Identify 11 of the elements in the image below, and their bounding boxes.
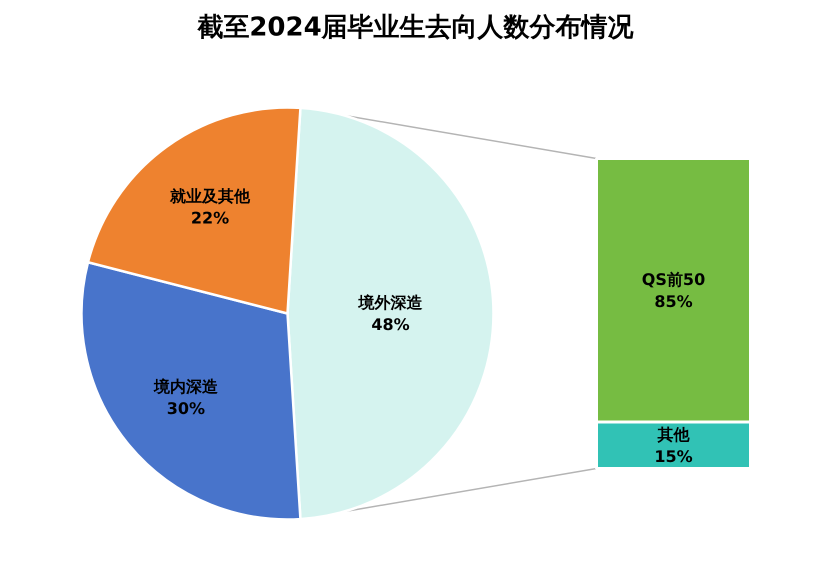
series-label: 其他: [656, 424, 690, 444]
slice-label: 就业及其他: [169, 186, 252, 206]
series-label: QS前50: [642, 270, 706, 289]
data-label: 85%: [654, 292, 693, 311]
data-label: 22%: [190, 208, 230, 228]
data-label: 30%: [166, 399, 206, 418]
slice-label: 境内深造: [152, 377, 219, 396]
chart-title: 截至2024届毕业生去向人数分布情况: [196, 12, 635, 42]
data-label: 15%: [654, 446, 693, 466]
data-label: 48%: [371, 315, 410, 334]
slice-label: 境外深造: [358, 293, 424, 312]
